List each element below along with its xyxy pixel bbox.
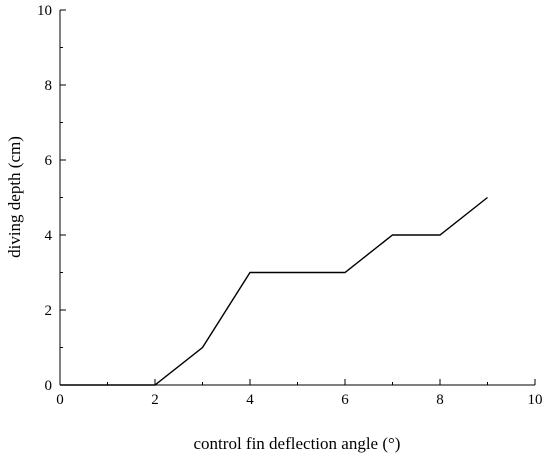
- y-tick-label: 2: [45, 303, 53, 319]
- x-tick-label: 10: [528, 392, 543, 408]
- y-tick-label: 6: [45, 153, 53, 169]
- y-tick-label: 8: [45, 78, 53, 94]
- x-tick-label: 0: [56, 392, 64, 408]
- y-axis-title: diving depth (cm): [5, 136, 24, 258]
- x-tick-label: 4: [246, 392, 254, 408]
- series-line: [60, 196, 488, 386]
- axes: [59, 10, 535, 386]
- x-tick-label: 2: [151, 392, 159, 408]
- y-tick-label: 4: [45, 228, 53, 244]
- series: [60, 196, 488, 386]
- x-axis-title: control fin deflection angle (°): [194, 434, 401, 453]
- y-tick-label: 0: [45, 378, 53, 394]
- x-tick-label: 8: [436, 392, 444, 408]
- ticks: 0 2 4 6 8 10 0 2 4 6 8 10: [37, 3, 543, 408]
- x-tick-label: 6: [341, 392, 349, 408]
- y-tick-label: 10: [37, 3, 52, 19]
